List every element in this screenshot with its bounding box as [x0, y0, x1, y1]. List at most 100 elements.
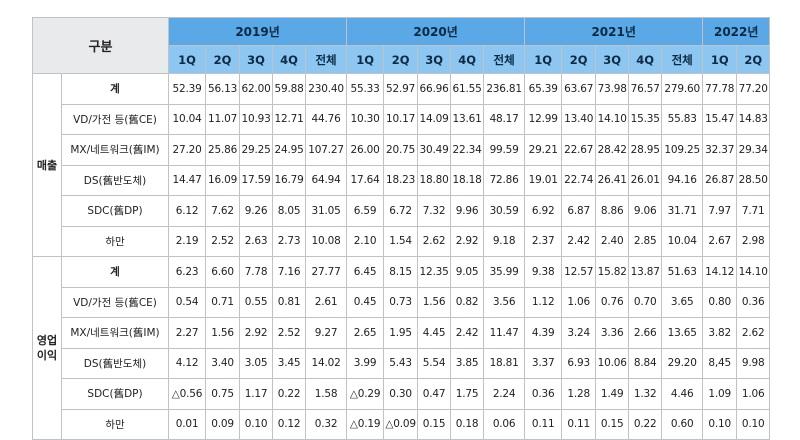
value-cell: 10.04	[168, 103, 207, 135]
value-cell: 22.34	[450, 134, 485, 166]
table-row: MX/네트워크(舊IM) 27.20 25.86 29.25 24.95 107.27 26…	[33, 134, 771, 166]
value-cell: 0.32	[305, 408, 348, 440]
value-cell: 9.06	[628, 195, 663, 227]
value-cell: 1.28	[561, 378, 597, 410]
value-cell: 0.11	[561, 408, 597, 440]
value-cell: 9.26	[239, 195, 274, 227]
value-cell: 0.10	[239, 408, 274, 440]
value-cell: 26.41	[595, 164, 630, 196]
value-cell: 73.98	[595, 73, 630, 105]
value-cell: 5.43	[383, 347, 419, 379]
value-cell: 14.09	[417, 103, 452, 135]
value-cell: 3.56	[483, 286, 526, 318]
value-cell: 6.60	[205, 256, 241, 288]
value-cell: 4.45	[417, 317, 452, 349]
value-cell: 2.62	[417, 225, 452, 257]
value-cell: 35.99	[483, 256, 526, 288]
value-cell: 107.27	[305, 134, 348, 166]
value-cell: 2.37	[524, 225, 563, 257]
value-cell: 10.17	[383, 103, 419, 135]
value-cell: △0.29	[346, 378, 385, 410]
value-cell: 10.04	[661, 225, 704, 257]
value-cell: 29.21	[524, 134, 563, 166]
value-cell: 30.49	[417, 134, 452, 166]
value-cell: 3.65	[661, 286, 704, 318]
value-cell: 0.22	[628, 408, 663, 440]
value-cell: 52.39	[168, 73, 207, 105]
quarter-header: 1Q	[346, 45, 385, 74]
value-cell: 32.37	[702, 134, 738, 166]
quarter-header-row: 1Q 2Q 3Q 4Q 전체 1Q 2Q 3Q 4Q 전체 1Q 2Q 3Q 4Q 전체 1Q 2Q	[33, 45, 771, 74]
year-header: 2019년	[168, 17, 348, 46]
value-cell: 6.23	[168, 256, 207, 288]
value-cell: 26.00	[346, 134, 385, 166]
value-cell: 9.98	[736, 347, 771, 379]
value-cell: 3.37	[524, 347, 563, 379]
value-cell: 1.75	[450, 378, 485, 410]
value-cell: 10.06	[595, 347, 630, 379]
value-cell: 6.87	[561, 195, 597, 227]
value-cell: 2.85	[628, 225, 663, 257]
value-cell: 29.25	[239, 134, 274, 166]
value-cell: 29.34	[736, 134, 771, 166]
value-cell: 1.06	[561, 286, 597, 318]
value-cell: 3.82	[702, 317, 738, 349]
year-header: 2022년	[702, 17, 771, 46]
value-cell: 55.33	[346, 73, 385, 105]
value-cell: 25.86	[205, 134, 241, 166]
value-cell: 52.97	[383, 73, 419, 105]
value-cell: 10.30	[346, 103, 385, 135]
value-cell: △0.09	[383, 408, 419, 440]
value-cell: 0.15	[417, 408, 452, 440]
value-cell: 0.11	[524, 408, 563, 440]
value-cell: 3.05	[239, 347, 274, 379]
value-cell: 3.45	[272, 347, 307, 379]
value-cell: 29.20	[661, 347, 704, 379]
value-cell: 109.25	[661, 134, 704, 166]
value-cell: 1.09	[702, 378, 738, 410]
value-cell: 18.81	[483, 347, 526, 379]
quarter-header: 2Q	[383, 45, 419, 74]
value-cell: 0.73	[383, 286, 419, 318]
value-cell: 6.45	[346, 256, 385, 288]
value-cell: 99.59	[483, 134, 526, 166]
value-cell: 13.65	[661, 317, 704, 349]
value-cell: 2.73	[272, 225, 307, 257]
value-cell: 27.77	[305, 256, 348, 288]
table-row: VD/가전 등(舊CE) 10.04 11.07 10.93 12.71 44.76 10.…	[33, 103, 771, 135]
value-cell: 2.10	[346, 225, 385, 257]
value-cell: 0.60	[661, 408, 704, 440]
quarter-header: 2Q	[561, 45, 597, 74]
value-cell: 14.10	[736, 256, 771, 288]
value-cell: 44.76	[305, 103, 348, 135]
value-cell: 20.75	[383, 134, 419, 166]
value-cell: 15.35	[628, 103, 663, 135]
value-cell: 0.81	[272, 286, 307, 318]
year-header: 2020년	[346, 17, 526, 46]
value-cell: 56.13	[205, 73, 241, 105]
value-cell: 2.52	[205, 225, 241, 257]
value-cell: 2.42	[450, 317, 485, 349]
value-cell: 0.54	[168, 286, 207, 318]
value-cell: 0.76	[595, 286, 630, 318]
value-cell: 18.23	[383, 164, 419, 196]
table-row: 하만 2.19 2.52 2.63 2.73 10.08 2.10 1.54 2.62 2.92 9…	[33, 225, 771, 257]
value-cell: 2.67	[702, 225, 738, 257]
quarter-header: 4Q	[272, 45, 307, 74]
value-cell: 18.80	[417, 164, 452, 196]
value-cell: 279.60	[661, 73, 704, 105]
value-cell: 28.42	[595, 134, 630, 166]
value-cell: 3.85	[450, 347, 485, 379]
table-row: 매출 계 52.39 56.13 62.00 59.88 230.40 55.33 52.97 6…	[32, 73, 771, 257]
value-cell: 2.92	[450, 225, 485, 257]
value-cell: 14.02	[305, 347, 348, 379]
value-cell: 2.98	[736, 225, 771, 257]
value-cell: 14.83	[736, 103, 771, 135]
value-cell: 61.55	[450, 73, 485, 105]
quarter-header: 2Q	[736, 45, 771, 74]
corner-header: 구분	[31, 17, 170, 74]
value-cell: 22.67	[561, 134, 597, 166]
value-cell: 13.61	[450, 103, 485, 135]
value-cell: 8.86	[595, 195, 630, 227]
quarter-header: 2Q	[205, 45, 241, 74]
